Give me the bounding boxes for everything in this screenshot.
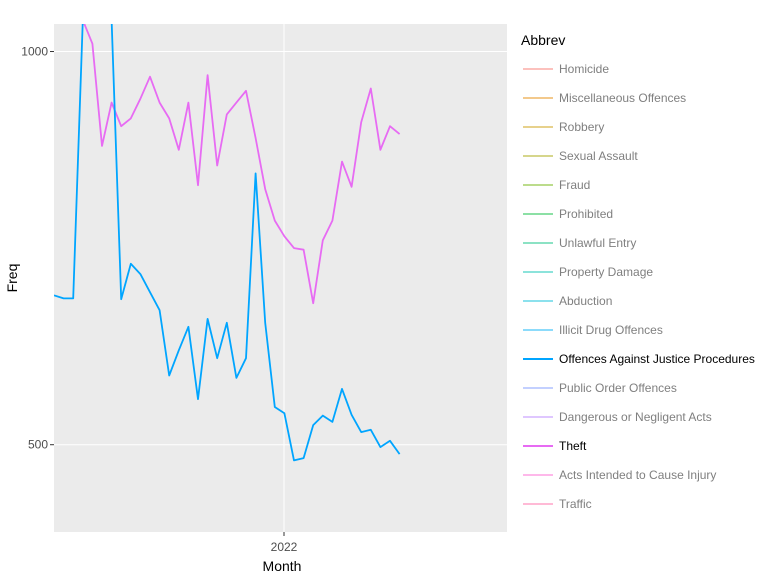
legend-swatch	[523, 154, 553, 157]
legend-swatch	[523, 299, 553, 302]
legend-label: Public Order Offences	[559, 380, 677, 395]
legend-swatch	[523, 357, 553, 360]
legend-item-acts-intended-to-cause-injury[interactable]: Acts Intended to Cause Injury	[514, 460, 768, 489]
legend-item-robbery[interactable]: Robbery	[514, 112, 768, 141]
legend-swatch	[523, 212, 553, 215]
legend-label: Prohibited	[559, 206, 614, 221]
legend-item-fraud[interactable]: Fraud	[514, 170, 768, 199]
legend-item-sexual-assault[interactable]: Sexual Assault	[514, 141, 768, 170]
legend-item-public-order-offences[interactable]: Public Order Offences	[514, 373, 768, 402]
legend-swatch	[523, 183, 553, 186]
legend-swatch	[523, 67, 553, 70]
legend-label: Homicide	[559, 61, 610, 76]
legend: Abbrev Homicide Miscellaneous Offences Rob…	[514, 30, 768, 518]
y-tick-label: 500	[28, 438, 48, 452]
legend-item-traffic[interactable]: Traffic	[514, 489, 768, 518]
legend-swatch	[523, 328, 553, 331]
legend-label: Property Damage	[559, 264, 654, 279]
legend-item-prohibited[interactable]: Prohibited	[514, 199, 768, 228]
x-tick-label: 2022	[271, 540, 298, 554]
legend-item-homicide[interactable]: Homicide	[514, 54, 768, 83]
x-axis-title: Month	[263, 558, 302, 574]
y-axis-title: Freq	[4, 264, 20, 293]
legend-item-miscellaneous-offences[interactable]: Miscellaneous Offences	[514, 83, 768, 112]
legend-item-dangerous-or-negligent-acts[interactable]: Dangerous or Negligent Acts	[514, 402, 768, 431]
legend-label: Miscellaneous Offences	[559, 90, 687, 105]
legend-swatch	[523, 444, 553, 447]
legend-item-illicit-drug-offences[interactable]: Illicit Drug Offences	[514, 315, 768, 344]
legend-swatch	[523, 386, 553, 389]
legend-label: Traffic	[559, 496, 592, 511]
legend-swatch	[523, 270, 553, 273]
legend-label: Offences Against Justice Procedures	[559, 351, 755, 366]
legend-label: Fraud	[559, 177, 591, 192]
axis-ticks: 500 1000 2022	[21, 45, 297, 554]
legend-item-abduction[interactable]: Abduction	[514, 286, 768, 315]
legend-swatch	[523, 415, 553, 418]
legend-item-property-damage[interactable]: Property Damage	[514, 257, 768, 286]
y-tick-label: 1000	[21, 45, 48, 59]
series-line-theft[interactable]	[54, 20, 401, 305]
gridlines	[54, 24, 507, 532]
legend-swatch	[523, 96, 553, 99]
legend-item-unlawful-entry[interactable]: Unlawful Entry	[514, 228, 768, 257]
legend-label: Illicit Drug Offences	[559, 322, 663, 337]
legend-label: Dangerous or Negligent Acts	[559, 409, 712, 424]
legend-item-theft[interactable]: Theft	[514, 431, 768, 460]
series-layer	[54, 20, 401, 462]
legend-label: Unlawful Entry	[559, 235, 637, 250]
legend-label: Acts Intended to Cause Injury	[559, 467, 717, 482]
legend-items: Homicide Miscellaneous Offences Robbery Sex…	[514, 54, 768, 518]
legend-label: Sexual Assault	[559, 148, 638, 163]
legend-swatch	[523, 241, 553, 244]
plot-panel	[54, 24, 507, 532]
legend-title: Abbrev	[521, 32, 566, 48]
legend-swatch	[523, 125, 553, 128]
series-line-offences-against-justice-procedures[interactable]	[54, 20, 401, 462]
legend-swatch	[523, 473, 553, 476]
legend-label: Robbery	[559, 119, 605, 134]
legend-item-offences-against-justice-procedures[interactable]: Offences Against Justice Procedures	[514, 344, 768, 373]
legend-label: Abduction	[559, 293, 613, 308]
legend-label: Theft	[559, 438, 587, 453]
legend-swatch	[523, 502, 553, 505]
